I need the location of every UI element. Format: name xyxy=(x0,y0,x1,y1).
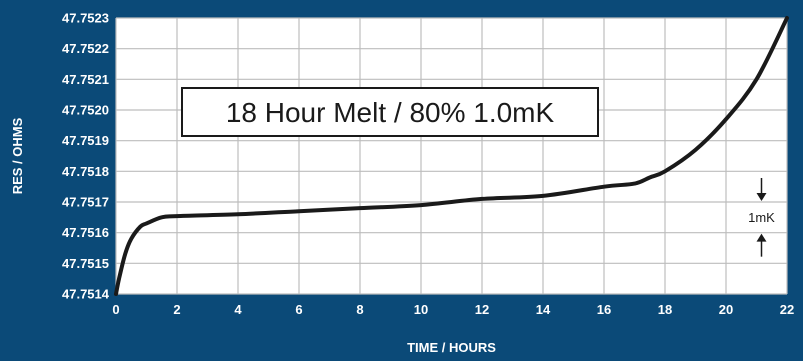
title-box: 18 Hour Melt / 80% 1.0mK xyxy=(181,87,599,137)
series-line xyxy=(114,16,789,296)
x-tick-label: 4 xyxy=(234,302,242,317)
y-axis-label: RES / OHMS xyxy=(10,117,25,194)
x-tick-label: 14 xyxy=(536,302,551,317)
y-tick-labels: 47.7523 47.7522 47.7521 47.7520 47.7519 47.75… xyxy=(62,11,110,302)
x-tick-label: 20 xyxy=(719,302,733,317)
x-tick-label: 16 xyxy=(597,302,611,317)
y-tick-label: 47.7522 xyxy=(62,41,109,56)
y-tick-label: 47.7521 xyxy=(62,72,109,87)
annotation-label: 1mK xyxy=(748,210,775,225)
y-tick-label: 47.7523 xyxy=(62,11,109,26)
x-tick-label: 22 xyxy=(780,302,794,317)
title-box-frame xyxy=(181,87,599,137)
x-tick-label: 2 xyxy=(173,302,180,317)
x-tick-label: 12 xyxy=(475,302,489,317)
x-tick-label: 0 xyxy=(112,302,119,317)
y-tick-label: 47.7520 xyxy=(62,103,109,118)
y-tick-label: 47.7517 xyxy=(62,195,109,210)
annotation-arrowhead-bottom xyxy=(756,233,767,242)
y-tick-label: 47.7516 xyxy=(62,225,109,240)
chart-title: 18 Hour Melt / 80% 1.0mK xyxy=(226,97,555,128)
y-tick-label: 47.7515 xyxy=(62,256,109,271)
x-tick-labels: 0 2 4 6 8 10 12 14 16 18 20 22 xyxy=(112,302,794,317)
annotation-arrowhead-top xyxy=(756,193,767,201)
grid xyxy=(115,17,788,295)
x-axis-label: TIME / HOURS xyxy=(407,340,496,355)
x-tick-label: 10 xyxy=(414,302,428,317)
resolution-annotation: 1mK xyxy=(748,178,775,257)
x-tick-label: 6 xyxy=(295,302,302,317)
plot-area xyxy=(116,18,787,294)
y-tick-label: 47.7518 xyxy=(62,164,109,179)
x-tick-label: 18 xyxy=(658,302,672,317)
y-tick-label: 47.7514 xyxy=(62,287,110,302)
x-tick-label: 8 xyxy=(356,302,363,317)
y-tick-label: 47.7519 xyxy=(62,133,109,148)
